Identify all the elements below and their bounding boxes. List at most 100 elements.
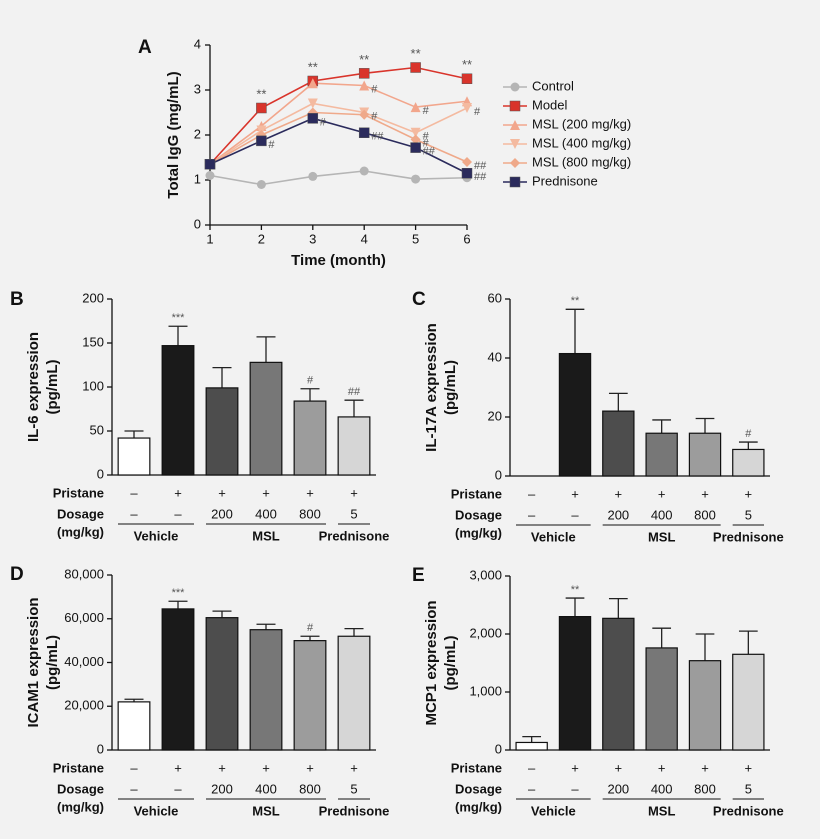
marker <box>307 113 319 124</box>
row-value: + <box>701 760 709 775</box>
row-value: + <box>306 760 314 775</box>
bar <box>161 345 195 476</box>
row-label: Pristane <box>451 760 502 775</box>
marker <box>358 68 370 79</box>
row-value: + <box>218 485 226 500</box>
row-value: + <box>262 485 270 500</box>
legend-marker <box>509 176 521 188</box>
bar <box>688 432 722 477</box>
bar <box>205 387 239 476</box>
row-value: – <box>528 486 536 501</box>
row-value: + <box>571 486 579 501</box>
group-label: MSL <box>252 803 280 818</box>
series-line <box>209 117 468 174</box>
legend-label: Control <box>532 78 574 93</box>
marker <box>256 135 267 147</box>
row-value: + <box>350 760 358 775</box>
marker <box>256 180 266 189</box>
row-value: + <box>571 760 579 775</box>
row-value: 800 <box>694 507 716 522</box>
row-value: 5 <box>350 781 357 796</box>
y-axis-label: Total IgG (mg/mL) <box>165 71 182 198</box>
bar <box>117 701 151 751</box>
series-line <box>209 111 468 165</box>
legend-marker <box>510 120 520 130</box>
y-tick-label: 0 <box>97 741 104 756</box>
row-value: + <box>174 485 182 500</box>
group-label: MSL <box>648 803 676 818</box>
y-tick-label: 1 <box>194 171 201 186</box>
marker <box>461 73 473 84</box>
group-label: Vehicle <box>531 803 576 818</box>
row-value: – <box>130 485 138 500</box>
row-value: + <box>615 760 623 775</box>
row-value: + <box>701 486 709 501</box>
row-value: – <box>528 507 536 522</box>
legend-marker <box>509 100 521 112</box>
row-value: 800 <box>299 781 321 796</box>
y-tick-label: 0 <box>495 741 502 756</box>
bar <box>249 361 283 476</box>
row-value: – <box>130 781 138 796</box>
row-value: 200 <box>211 781 233 796</box>
y-axis-label: IL-6 expression <box>25 332 42 442</box>
legend-marker <box>510 139 520 149</box>
row-label: Pristane <box>451 486 502 501</box>
series-line <box>209 66 468 165</box>
bar <box>558 615 592 751</box>
row-value: + <box>745 486 753 501</box>
significance: ** <box>256 86 266 101</box>
panel-letter: A <box>138 37 152 58</box>
significance: ## <box>371 131 384 143</box>
row-label: Pristane <box>53 760 104 775</box>
legend-label: Model <box>532 97 568 112</box>
y-axis-label: IL-17A expression <box>423 323 440 452</box>
row-value: – <box>571 507 579 522</box>
significance: ## <box>474 171 487 183</box>
significance: ## <box>474 160 487 172</box>
y-tick-label: 0 <box>194 216 201 231</box>
marker <box>410 134 421 145</box>
row-label: Dosage <box>455 781 502 796</box>
marker <box>308 171 318 181</box>
legend-label: Prednisone <box>532 173 598 188</box>
row-value: 400 <box>651 507 673 522</box>
y-tick-label: 60,000 <box>64 610 104 625</box>
y-tick-label: 20,000 <box>64 698 104 713</box>
marker <box>410 102 421 113</box>
y-tick-label: 4 <box>194 36 201 51</box>
row-label: Dosage <box>455 507 502 522</box>
legend-label: MSL (200 mg/kg) <box>532 116 631 131</box>
significance: ** <box>411 46 421 61</box>
legend-marker <box>510 158 520 168</box>
row-value: 400 <box>255 506 277 521</box>
bar <box>515 741 548 751</box>
bar <box>337 416 371 476</box>
significance: ** <box>359 52 369 67</box>
bar <box>249 629 283 751</box>
row-label: Pristane <box>53 485 104 500</box>
significance: # <box>268 139 275 151</box>
y-tick-label: 3 <box>194 81 201 96</box>
bar <box>602 617 635 751</box>
marker <box>410 127 421 138</box>
y-tick-label: 100 <box>82 378 104 393</box>
group-label: Prednisone <box>713 529 784 544</box>
panel-letter: C <box>412 289 426 310</box>
significance: ** <box>308 59 318 74</box>
bar <box>337 635 371 751</box>
bar <box>293 640 327 751</box>
significance: ## <box>423 146 436 158</box>
x-tick-label: 5 <box>412 231 419 246</box>
y-tick-label: 200 <box>82 290 104 305</box>
y-tick-label: 40,000 <box>64 654 104 669</box>
marker <box>359 109 370 120</box>
significance: ** <box>571 295 580 307</box>
marker <box>205 171 215 180</box>
marker <box>307 78 318 89</box>
significance: *** <box>172 312 186 324</box>
row-value: 400 <box>651 781 673 796</box>
bar <box>645 432 678 477</box>
x-axis-label: Time (month) <box>291 252 386 269</box>
panel-letter: D <box>10 564 24 585</box>
